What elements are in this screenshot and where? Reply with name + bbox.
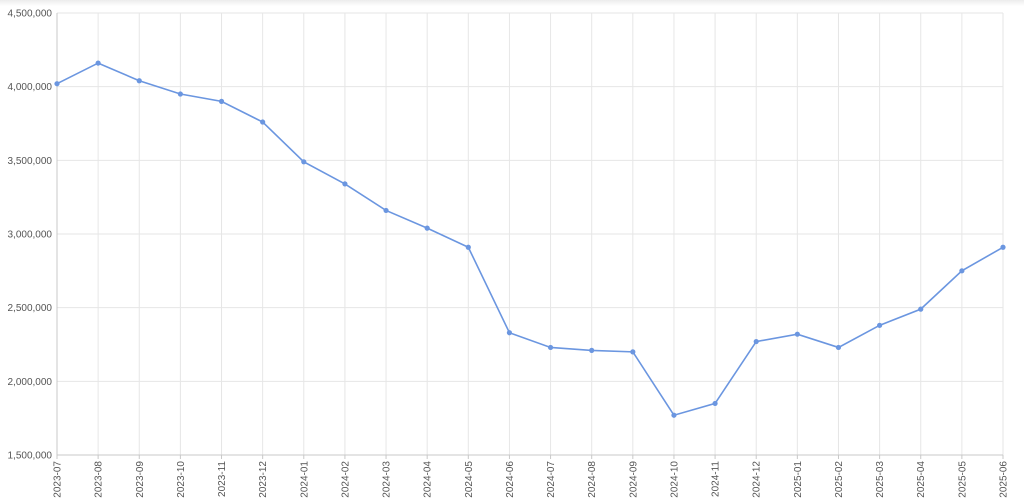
x-tick-label: 2024-03 xyxy=(382,461,393,498)
x-tick-label: 2023-09 xyxy=(135,461,146,498)
x-tick-label: 2024-02 xyxy=(340,461,351,498)
x-tick-label: 2024-07 xyxy=(546,461,557,498)
data-point[interactable] xyxy=(465,244,471,250)
x-tick-label: 2024-05 xyxy=(464,461,475,498)
data-point[interactable] xyxy=(506,330,513,336)
x-tick-label: 2023-07 xyxy=(53,461,64,498)
data-point[interactable] xyxy=(342,181,348,187)
data-point[interactable] xyxy=(547,344,554,351)
data-point[interactable] xyxy=(589,347,595,353)
data-point[interactable] xyxy=(424,225,430,231)
data-point[interactable] xyxy=(877,322,883,328)
x-tick-label: 2025-02 xyxy=(834,461,845,498)
y-tick-label: 2,000,000 xyxy=(8,377,53,388)
data-point[interactable] xyxy=(712,400,718,407)
grid-layer xyxy=(56,12,1004,456)
data-point[interactable] xyxy=(95,60,101,66)
x-tick-label: 2024-01 xyxy=(299,461,310,498)
data-point[interactable] xyxy=(959,268,965,274)
x-tick-label: 2023-12 xyxy=(258,461,269,498)
data-point[interactable] xyxy=(301,159,307,165)
top-shadow-strip xyxy=(0,0,1024,6)
data-point[interactable] xyxy=(671,412,677,418)
x-axis-ticks: 2023-07 2023-08 2023-09 2023-10 2023-11 2023-… xyxy=(53,461,1010,498)
x-tick-label: 2024-11 xyxy=(711,461,722,497)
data-point[interactable] xyxy=(218,98,225,104)
x-tick-label: 2025-04 xyxy=(916,461,927,498)
x-tick-label: 2025-05 xyxy=(957,461,968,498)
data-point[interactable] xyxy=(753,338,759,345)
data-point[interactable] xyxy=(260,119,266,125)
y-tick-label: 4,000,000 xyxy=(8,82,53,93)
x-tick-label: 2025-06 xyxy=(999,461,1010,498)
data-point[interactable] xyxy=(835,344,842,351)
y-tick-label: 4,500,000 xyxy=(8,9,53,20)
x-tick-label: 2024-08 xyxy=(587,461,598,498)
x-tick-label: 2023-08 xyxy=(94,461,105,498)
series-line xyxy=(56,62,1004,417)
x-tick-label: 2024-06 xyxy=(505,461,516,498)
x-tick-label: 2025-01 xyxy=(793,461,804,498)
data-point[interactable] xyxy=(794,331,800,337)
x-tick-label: 2024-09 xyxy=(628,461,639,498)
data-point[interactable] xyxy=(136,78,142,84)
data-point[interactable] xyxy=(177,91,183,97)
y-tick-label: 3,500,000 xyxy=(8,156,53,167)
axis-layer xyxy=(56,13,1004,459)
x-tick-label: 2023-11 xyxy=(217,461,228,497)
data-point[interactable] xyxy=(383,207,389,214)
x-tick-label: 2025-03 xyxy=(875,461,886,498)
x-tick-label: 2024-12 xyxy=(752,461,763,498)
x-tick-label: 2023-10 xyxy=(176,461,187,498)
data-point[interactable] xyxy=(54,81,60,87)
data-point[interactable] xyxy=(630,349,636,355)
data-point[interactable] xyxy=(918,306,924,312)
y-tick-label: 3,000,000 xyxy=(8,230,53,241)
y-tick-label: 2,500,000 xyxy=(8,303,53,314)
data-point[interactable] xyxy=(1000,244,1006,250)
y-axis-ticks: 1,500,000 2,000,000 2,500,000 3,000,000 3,50… xyxy=(8,9,53,462)
x-tick-label: 2024-10 xyxy=(669,461,680,498)
x-tick-label: 2024-04 xyxy=(423,461,434,498)
series-layer xyxy=(54,60,1006,418)
y-tick-label: 1,500,000 xyxy=(8,451,53,462)
